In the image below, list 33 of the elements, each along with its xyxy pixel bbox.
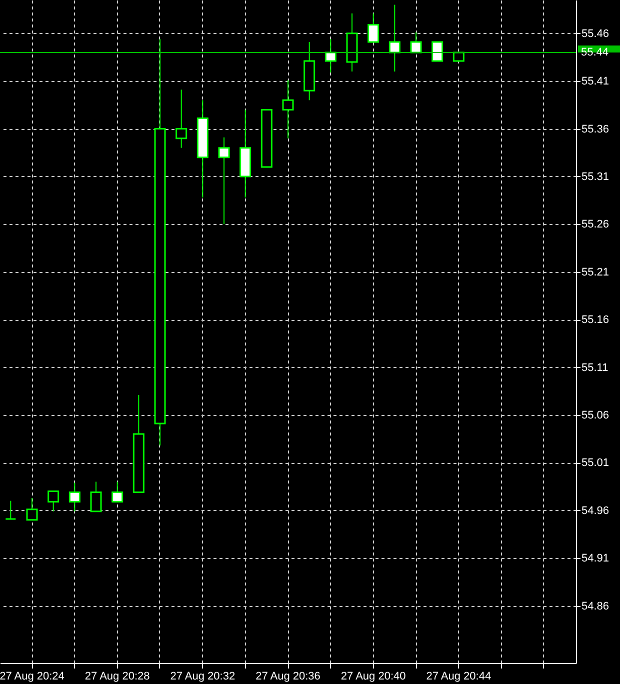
x-tick-label: 27 Aug 20:36: [256, 670, 320, 682]
candlestick: [48, 490, 60, 512]
y-tick-label: 55.21: [582, 266, 610, 278]
candlestick: [26, 497, 38, 521]
y-tick-label: 55.36: [582, 123, 610, 136]
candlestick: [410, 32, 422, 54]
y-tick-label: 55.31: [582, 170, 610, 183]
x-tick-label: 27 Aug 20:28: [84, 670, 150, 682]
x-tick-label: 27 Aug 20:32: [170, 670, 236, 682]
candlestick: [218, 136, 230, 225]
y-tick-label: 54.96: [582, 504, 610, 517]
candlestick: [176, 89, 188, 148]
candlestick: [282, 80, 294, 139]
y-tick-label: 54.91: [582, 552, 610, 565]
x-tick-label: 27 Aug 20:44: [426, 670, 492, 682]
candlestick: [4, 500, 16, 520]
x-tick-label: 27 Aug 20:40: [340, 670, 406, 682]
candlestick: [388, 4, 400, 72]
y-tick-label: 55.46: [582, 28, 610, 40]
y-tick-label: 55.01: [582, 457, 610, 470]
candlestick: [112, 481, 124, 503]
candlestick: [68, 482, 80, 512]
y-tick-label: 55.26: [582, 218, 610, 231]
y-tick-label: 55.06: [582, 409, 610, 422]
y-tick-label: 55.16: [582, 314, 610, 326]
candlestick: [90, 481, 102, 512]
candlestick: [432, 41, 444, 62]
x-tick-label: 27 Aug 20:24: [0, 670, 64, 682]
y-tick-label: 55.41: [582, 76, 610, 88]
y-tick-label: 55.11: [582, 362, 608, 374]
candlestick: [368, 12, 380, 43]
y-tick-label: 54.86: [582, 600, 610, 612]
candlestick: [324, 38, 336, 73]
